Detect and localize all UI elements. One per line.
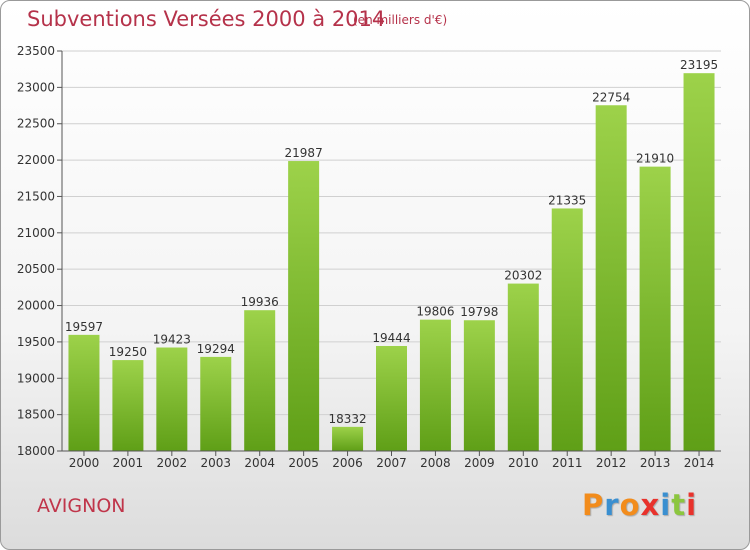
bar	[551, 208, 583, 451]
bar-value-label: 19444	[372, 331, 410, 345]
y-tick-label: 21000	[17, 226, 55, 240]
x-tick-label: 2006	[332, 456, 363, 470]
x-tick-label: 2001	[113, 456, 144, 470]
y-tick-label: 23000	[17, 80, 55, 94]
bar	[68, 334, 100, 451]
y-tick-label: 18000	[17, 444, 55, 458]
bar-value-label: 21987	[285, 146, 323, 160]
x-tick-label: 2000	[69, 456, 100, 470]
bar	[683, 73, 715, 451]
logo-letter: i	[660, 488, 672, 522]
bar	[200, 356, 232, 451]
bar-value-label: 23195	[680, 58, 718, 72]
bars: 19597 19250 19423 19294 19936 21987 18332 19444…	[65, 58, 718, 452]
y-tick-label: 20500	[17, 262, 55, 276]
bar	[419, 319, 451, 451]
bar	[244, 310, 276, 451]
bar-value-label: 19294	[197, 342, 235, 356]
x-tick-label: 2004	[244, 456, 275, 470]
x-tick-label: 2013	[640, 456, 671, 470]
logo-letter: P	[582, 488, 605, 522]
x-tick-label: 2005	[288, 456, 319, 470]
x-tick-label: 2012	[596, 456, 627, 470]
y-axis: 18000 18500 19000 19500 20000 20500 21000 21500…	[17, 44, 63, 458]
chart-title: Subventions Versées 2000 à 2014	[27, 7, 386, 31]
x-tick-label: 2011	[552, 456, 583, 470]
logo-letter: r	[604, 488, 620, 522]
bar	[595, 105, 627, 451]
bar	[507, 283, 539, 451]
bar-value-label: 19806	[416, 305, 454, 319]
bar	[463, 320, 495, 451]
logo-letter: x	[640, 488, 661, 522]
bar	[288, 161, 320, 451]
bar-value-label: 22754	[592, 90, 630, 104]
bar-value-label: 19250	[109, 345, 147, 359]
logo-letter: i	[686, 488, 698, 522]
x-tick-label: 2007	[376, 456, 407, 470]
city-name: AVIGNON	[37, 495, 126, 517]
x-axis: 2000 2001 2002 2003 2004 2005 2006 2007 2008 2009…	[62, 450, 721, 470]
x-tick-label: 2002	[157, 456, 188, 470]
x-tick-label: 2010	[508, 456, 539, 470]
bar	[332, 426, 364, 451]
bar-value-label: 19936	[241, 295, 279, 309]
y-tick-label: 19000	[17, 371, 55, 385]
bar	[156, 347, 188, 451]
bar-value-label: 21910	[636, 152, 674, 166]
bar-value-label: 20302	[504, 269, 542, 283]
bar-value-label: 21335	[548, 193, 586, 207]
logo-letter: t	[671, 488, 687, 522]
bar	[376, 345, 407, 451]
bar-value-label: 19798	[460, 305, 498, 319]
x-tick-label: 2008	[420, 456, 451, 470]
x-tick-label: 2014	[684, 456, 715, 470]
bar-value-label: 19423	[153, 333, 191, 347]
y-tick-label: 19500	[17, 335, 55, 349]
y-tick-label: 20000	[17, 299, 55, 313]
x-tick-label: 2003	[200, 456, 231, 470]
y-tick-label: 23500	[17, 44, 55, 58]
y-tick-label: 18500	[17, 408, 55, 422]
y-tick-label: 22000	[17, 153, 55, 167]
x-tick-label: 2009	[464, 456, 495, 470]
chart-unit: (en milliers d'€)	[353, 13, 448, 27]
proxiti-logo[interactable]: Proxiti	[582, 488, 697, 522]
bar-value-label: 19597	[65, 320, 103, 334]
bar	[112, 360, 144, 451]
logo-letter: o	[619, 488, 641, 522]
bar-value-label: 18332	[328, 412, 366, 426]
bar	[639, 166, 671, 452]
y-tick-label: 21500	[17, 189, 55, 203]
y-tick-label: 22500	[17, 117, 55, 131]
